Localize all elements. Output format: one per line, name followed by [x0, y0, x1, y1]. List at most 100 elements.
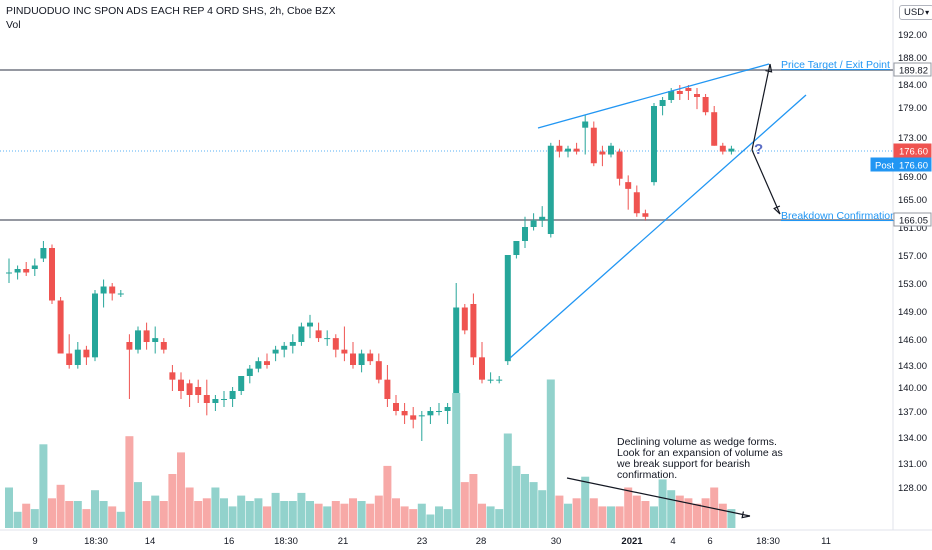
candle-body: [66, 353, 73, 365]
candle-body: [711, 112, 718, 146]
time-tick-label: 9: [32, 536, 37, 547]
volume-bar: [116, 511, 125, 528]
volume-bar: [340, 503, 349, 528]
price-tick-label: 192.00: [898, 30, 927, 41]
volume-bar: [366, 503, 375, 528]
candle-body: [608, 145, 614, 155]
volume-bar: [56, 484, 65, 528]
price-tick-label: 146.00: [898, 335, 927, 346]
candle-body: [702, 97, 709, 113]
price-label-text: 166.05: [899, 216, 928, 227]
volume-bar: [409, 509, 418, 528]
volume-bar: [374, 495, 383, 528]
volume-bar: [460, 482, 469, 528]
breakdown-arrow: [751, 149, 781, 215]
candle-body: [427, 411, 434, 416]
candle-body: [289, 342, 296, 346]
price-label-text: 189.82: [899, 66, 928, 77]
volume-bar: [710, 487, 719, 528]
volume-bar: [185, 487, 194, 528]
price-label-box: [870, 157, 932, 172]
price-tick-label: 161.00: [898, 223, 927, 234]
wedge-lower-line: [509, 94, 807, 359]
candle-body: [530, 220, 537, 227]
volume-bar: [134, 482, 142, 528]
time-tick-label: 30: [551, 536, 562, 547]
price-label-box: [893, 143, 932, 158]
candle-body: [100, 286, 107, 294]
volume-bar: [684, 498, 693, 528]
candle-body: [659, 100, 666, 106]
candle-body: [203, 395, 210, 403]
candle-body: [504, 255, 511, 362]
volume-trend-arrow: [566, 477, 751, 517]
candle-body: [40, 248, 47, 259]
price-tick-label: 128.00: [898, 483, 927, 494]
candle-body: [513, 241, 520, 255]
price-tick-label: 169.00: [898, 172, 927, 183]
price-tick-label: 137.00: [898, 407, 927, 418]
volume-bar: [82, 509, 91, 528]
currency-button[interactable]: USD▾: [899, 5, 932, 20]
candle-body: [169, 372, 176, 380]
volume-bar: [607, 506, 615, 528]
volume-bar: [254, 498, 263, 528]
volume-bar: [288, 501, 297, 528]
volume-bar: [237, 495, 246, 528]
candle-body: [444, 407, 451, 411]
wedge-upper-line: [537, 63, 770, 129]
volume-bar: [383, 465, 392, 528]
volume-bar: [220, 498, 228, 528]
candle-body: [160, 342, 167, 350]
volume-bar: [495, 509, 504, 528]
target-arrow: [751, 63, 771, 151]
candle-body: [573, 148, 580, 152]
volume-bar: [624, 487, 633, 528]
volume-bar: [22, 503, 31, 528]
time-tick-label: 14: [145, 536, 156, 547]
volume-bar: [538, 490, 547, 528]
candle-body: [522, 227, 528, 241]
volume-bar: [650, 506, 658, 528]
time-tick-label: 18:30: [274, 536, 298, 547]
question-mark-label: ?: [754, 141, 763, 158]
candle-body: [341, 349, 348, 354]
time-tick-label: 11: [821, 536, 831, 547]
post-label: Post: [875, 161, 894, 172]
candle-body: [246, 368, 253, 376]
candle-body: [358, 353, 365, 365]
volume-trend-arrow-head: [741, 511, 751, 519]
breakdown-arrow-head: [773, 205, 781, 215]
candle-body: [152, 338, 159, 342]
candle-body: [264, 361, 270, 365]
volume-bar: [48, 498, 56, 528]
volume-bar: [65, 501, 74, 528]
time-tick-label: 21: [338, 536, 349, 547]
volume-bar: [546, 379, 555, 528]
volume-bar: [271, 492, 280, 528]
candle-body: [651, 106, 657, 183]
price-tick-label: 131.00: [898, 459, 927, 470]
volume-bar: [452, 393, 461, 528]
post-price-label: 176.60: [899, 161, 928, 172]
chevron-down-icon: ▾: [925, 8, 930, 17]
volume-bar: [125, 436, 134, 528]
volume-bar: [13, 511, 22, 528]
candle-body: [126, 342, 133, 350]
candle-body: [410, 415, 417, 420]
candle-body: [31, 265, 38, 269]
candle-body: [324, 338, 331, 340]
volume-bar: [245, 501, 254, 528]
candle-body: [212, 399, 219, 403]
candle-body: [393, 403, 399, 411]
candle-body: [92, 293, 98, 358]
price-tick-label: 140.00: [898, 383, 927, 394]
candle-body: [590, 127, 597, 164]
candle-body: [117, 293, 124, 295]
volume-bar: [392, 498, 400, 528]
volume-bar: [435, 506, 443, 528]
volume-bar: [91, 490, 99, 528]
volume-bar: [667, 490, 676, 528]
volume-bar: [675, 495, 684, 528]
